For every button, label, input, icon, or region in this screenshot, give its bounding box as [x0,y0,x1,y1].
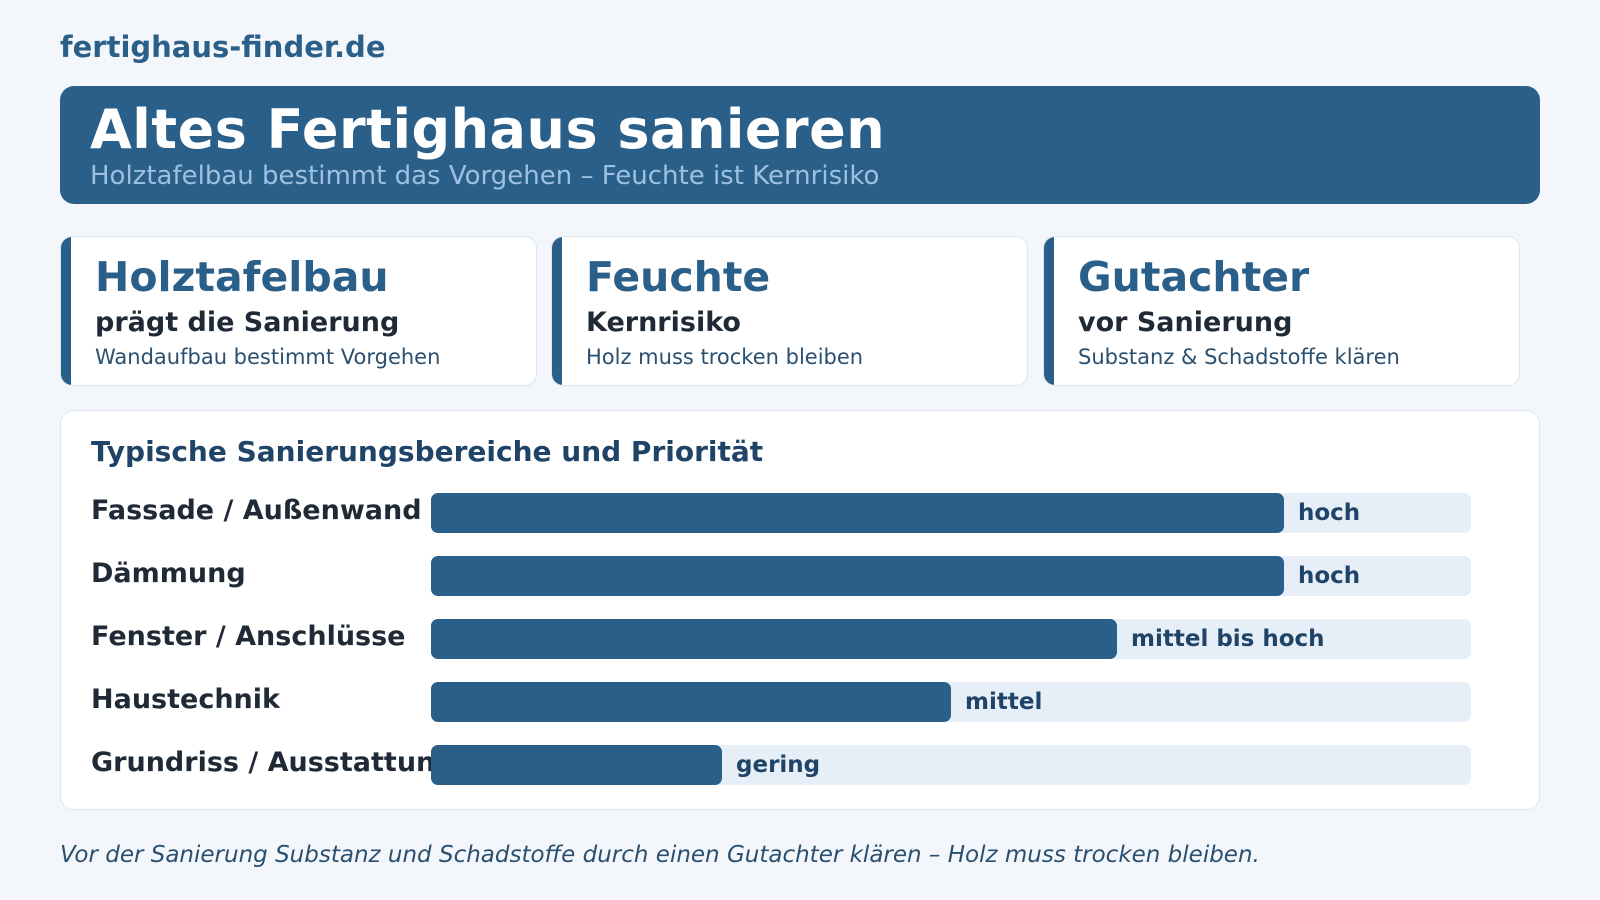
card-note: Wandaufbau bestimmt Vorgehen [95,345,441,369]
priority-chart-panel: Typische Sanierungsbereiche und Prioritä… [60,410,1540,810]
chart-title: Typische Sanierungsbereiche und Prioritä… [91,435,764,468]
card-accent-bar [1044,237,1054,385]
category-label: Dämmung [91,558,246,589]
page-subtitle: Holztafelbau bestimmt das Vorgehen – Feu… [90,161,880,191]
category-label: Haustechnik [91,684,280,715]
chart-row: Grundriss / Ausstattung gering [61,745,1539,785]
category-label: Fenster / Anschlüsse [91,621,406,652]
bar-value-label: gering [736,752,821,778]
bar-track: hoch [431,556,1471,596]
chart-row: Fenster / Anschlüsse mittel bis hoch [61,619,1539,659]
page-title: Altes Fertighaus sanieren [90,98,886,161]
footer-note: Vor der Sanierung Substanz und Schadstof… [60,842,1260,868]
chart-row: Dämmung hoch [61,556,1539,596]
bar [431,493,1284,533]
bar-value-label: mittel bis hoch [1131,626,1325,652]
category-label: Grundriss / Ausstattung [91,747,455,778]
bar-value-label: hoch [1298,500,1361,526]
bar-track: mittel [431,682,1471,722]
bar [431,556,1284,596]
card-subtitle: prägt die Sanierung [95,307,400,338]
bar-value-label: mittel [965,689,1043,715]
bar-value-label: hoch [1298,563,1361,589]
card-holztafelbau: Holztafelbau prägt die Sanierung Wandauf… [60,236,537,386]
chart-row: Fassade / Außenwand hoch [61,493,1539,533]
site-name: fertighaus-finder.de [60,30,386,64]
bar-track: gering [431,745,1471,785]
card-title: Holztafelbau [95,253,389,301]
header-banner: Altes Fertighaus sanieren Holztafelbau b… [60,86,1540,204]
info-cards: Holztafelbau prägt die Sanierung Wandauf… [60,236,1540,386]
category-label: Fassade / Außenwand [91,495,422,526]
bar-track: hoch [431,493,1471,533]
card-subtitle: vor Sanierung [1078,307,1293,338]
card-accent-bar [61,237,71,385]
bar [431,682,951,722]
bar [431,619,1117,659]
card-subtitle: Kernrisiko [586,307,741,338]
card-note: Substanz & Schadstoffe klären [1078,345,1400,369]
card-feuchte: Feuchte Kernrisiko Holz muss trocken ble… [551,236,1028,386]
bar-track: mittel bis hoch [431,619,1471,659]
card-title: Gutachter [1078,253,1310,301]
card-title: Feuchte [586,253,771,301]
card-accent-bar [552,237,562,385]
chart-row: Haustechnik mittel [61,682,1539,722]
card-note: Holz muss trocken bleiben [586,345,864,369]
bar [431,745,722,785]
card-gutachter: Gutachter vor Sanierung Substanz & Schad… [1043,236,1520,386]
